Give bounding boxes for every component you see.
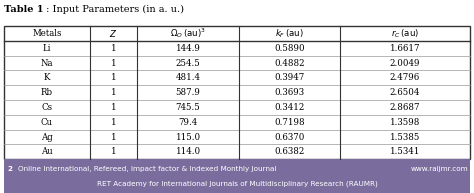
Text: $r_C\,(\mathrm{au})$: $r_C\,(\mathrm{au})$ <box>391 27 419 40</box>
Text: 1.3598: 1.3598 <box>390 118 420 127</box>
Text: 115.0: 115.0 <box>175 133 201 141</box>
Text: 144.9: 144.9 <box>175 44 201 53</box>
Text: 1: 1 <box>110 73 116 82</box>
Text: K: K <box>44 73 50 82</box>
Text: 1: 1 <box>110 147 116 156</box>
Text: 0.4882: 0.4882 <box>274 58 305 68</box>
Text: 0.7198: 0.7198 <box>274 118 305 127</box>
Text: 1: 1 <box>110 118 116 127</box>
Text: Rb: Rb <box>41 88 53 97</box>
Text: 2.6504: 2.6504 <box>390 88 420 97</box>
Text: $k_F\,(\mathrm{au})$: $k_F\,(\mathrm{au})$ <box>275 27 304 40</box>
Text: 1.5385: 1.5385 <box>390 133 420 141</box>
Text: 2: 2 <box>8 166 13 172</box>
Text: Cu: Cu <box>41 118 53 127</box>
Text: 1: 1 <box>110 88 116 97</box>
Bar <box>4 159 470 193</box>
Text: 79.4: 79.4 <box>178 118 198 127</box>
Text: Online International, Refereed, Impact factor & Indexed Monthly Journal: Online International, Refereed, Impact f… <box>18 166 276 172</box>
Text: 2.8687: 2.8687 <box>390 103 420 112</box>
Text: Na: Na <box>41 58 53 68</box>
Text: 0.5890: 0.5890 <box>274 44 305 53</box>
Text: 1.6617: 1.6617 <box>390 44 420 53</box>
Text: Metals: Metals <box>32 29 62 38</box>
Text: 254.5: 254.5 <box>176 58 201 68</box>
Text: 0.3693: 0.3693 <box>274 88 304 97</box>
Text: Li: Li <box>43 44 51 53</box>
Text: 1: 1 <box>110 58 116 68</box>
Bar <box>4 26 470 159</box>
Text: 1: 1 <box>110 133 116 141</box>
Text: 1.5341: 1.5341 <box>390 147 420 156</box>
Text: 481.4: 481.4 <box>175 73 201 82</box>
Text: 0.6382: 0.6382 <box>274 147 305 156</box>
Text: : Input Parameters (in a. u.): : Input Parameters (in a. u.) <box>43 5 184 14</box>
Text: 1: 1 <box>110 44 116 53</box>
Text: 2.4796: 2.4796 <box>390 73 420 82</box>
Text: $Z$: $Z$ <box>109 28 118 39</box>
Text: RET Academy for International Journals of Multidisciplinary Research (RAUMR): RET Academy for International Journals o… <box>97 181 377 187</box>
Text: 0.3947: 0.3947 <box>274 73 305 82</box>
Text: 2.0049: 2.0049 <box>390 58 420 68</box>
Text: 587.9: 587.9 <box>175 88 201 97</box>
Text: Table 1: Table 1 <box>4 5 43 14</box>
Text: www.raijmr.com: www.raijmr.com <box>410 166 468 172</box>
Text: Au: Au <box>41 147 53 156</box>
Text: 1: 1 <box>110 103 116 112</box>
Text: $\Omega_O\,(\mathrm{au})^3$: $\Omega_O\,(\mathrm{au})^3$ <box>170 26 206 40</box>
Text: 745.5: 745.5 <box>176 103 201 112</box>
Text: 0.6370: 0.6370 <box>274 133 305 141</box>
Text: Cs: Cs <box>41 103 53 112</box>
Text: Ag: Ag <box>41 133 53 141</box>
Text: 114.0: 114.0 <box>175 147 201 156</box>
Text: 0.3412: 0.3412 <box>274 103 305 112</box>
